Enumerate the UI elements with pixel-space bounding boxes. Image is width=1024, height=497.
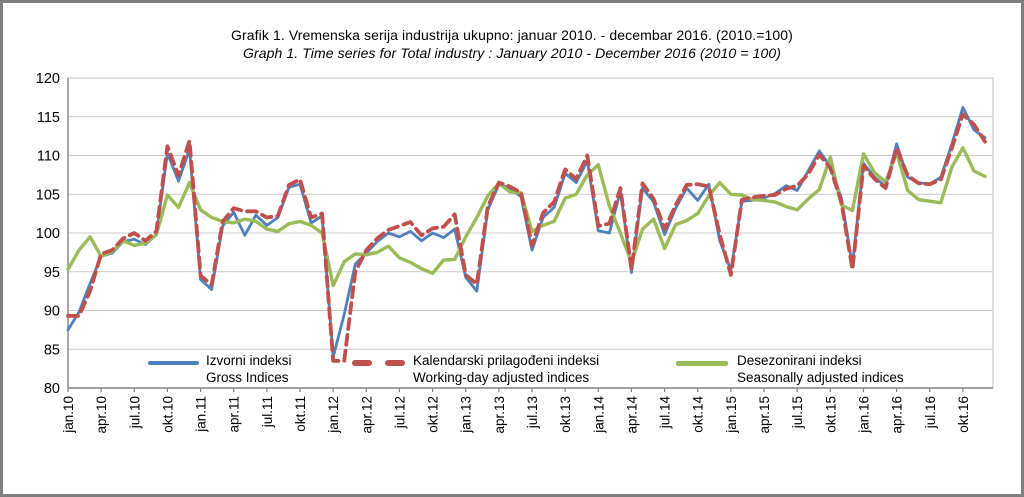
x-axis-label-okt.10: okt.10 <box>160 396 175 433</box>
x-axis-label-okt.12: okt.12 <box>426 396 441 433</box>
legend-item-gross: Izvorni indeksi Gross Indices <box>206 353 292 386</box>
legend-label-wd-hr: Kalendarski prilagođeni indeksi <box>413 353 600 368</box>
legend-label-seasonal-hr: Desezonirani indeksi <box>737 353 862 368</box>
x-axis-label-jul.13: jul.13 <box>525 396 540 429</box>
x-axis-label-jan.11: jan.11 <box>194 396 209 433</box>
legend-line-sample-seasonal <box>676 361 728 366</box>
series-line-working-day-adjusted <box>66 112 987 363</box>
chart-title-croatian: Grafik 1. Vremenska serija industrija uk… <box>231 27 793 43</box>
y-axis-label-95: 95 <box>44 265 60 281</box>
x-axis-label-jul.14: jul.14 <box>658 396 673 430</box>
time-series-plot: 80 85 90 95 100 105 110 115 120 jan.10 apr.10 jul.1… <box>36 71 994 434</box>
x-axis-label-okt.13: okt.13 <box>558 396 573 433</box>
legend-line-sample-wd-adjusted-dash2 <box>385 360 405 366</box>
y-axis-label-110: 110 <box>37 149 60 165</box>
x-axis-label-okt.11: okt.11 <box>293 396 308 432</box>
legend-label-seasonal-en: Seasonally adjusted indices <box>737 369 904 385</box>
x-axis-label-jul.11: jul.11 <box>260 396 275 428</box>
x-axis-label-jul.12: jul.12 <box>392 396 407 429</box>
x-axis-label-jul.10: jul.10 <box>127 396 142 429</box>
x-axis-label-jan.16: jan.16 <box>856 396 871 434</box>
x-axis-label-jan.12: jan.12 <box>326 396 341 434</box>
x-axis-label-okt.14: okt.14 <box>691 396 706 433</box>
x-axis-label-jan.10: jan.10 <box>61 396 76 434</box>
y-axis-label-100: 100 <box>36 226 60 242</box>
y-axis-label-90: 90 <box>44 304 60 320</box>
y-axis-label-115: 115 <box>37 110 60 126</box>
chart-title-english: Graph 1. Time series for Total industry … <box>243 45 781 61</box>
legend-label-wd-en: Working-day adjusted indices <box>413 369 590 385</box>
x-axis-label-apr.12: apr.12 <box>359 396 374 434</box>
x-axis-label-apr.16: apr.16 <box>890 396 905 434</box>
x-axis-label-jul.15: jul.15 <box>790 396 805 429</box>
y-axis-label-105: 105 <box>36 187 60 203</box>
legend-line-sample-wd-adjusted <box>352 360 372 366</box>
x-axis-label-apr.14: apr.14 <box>624 396 639 434</box>
x-axis-label-apr.13: apr.13 <box>492 396 507 434</box>
legend-label-gross-hr: Izvorni indeksi <box>206 353 292 368</box>
legend-label-gross-en: Gross Indices <box>206 369 289 385</box>
legend-item-seasonal: Desezonirani indeksi Seasonally adjusted… <box>737 353 904 386</box>
x-axis-label-apr.15: apr.15 <box>757 396 772 434</box>
x-axis-label-jan.15: jan.15 <box>724 396 739 434</box>
x-axis-label-jul.16: jul.16 <box>923 396 938 429</box>
x-axis-label-okt.16: okt.16 <box>956 396 971 433</box>
y-axis-label-85: 85 <box>44 342 60 358</box>
y-axis-label-120: 120 <box>36 71 60 87</box>
legend-line-sample-gross <box>148 361 199 365</box>
x-axis-label-jan.13: jan.13 <box>459 396 474 434</box>
y-axis-label-80: 80 <box>44 381 60 397</box>
legend-item-wd-adjusted: Kalendarski prilagođeni indeksi Working-… <box>413 353 599 386</box>
x-axis-label-apr.11: apr.11 <box>227 396 242 433</box>
x-axis-label-okt.15: okt.15 <box>823 396 838 433</box>
x-axis-label-jan.14: jan.14 <box>591 396 606 434</box>
x-axis-label-apr.10: apr.10 <box>94 396 109 434</box>
